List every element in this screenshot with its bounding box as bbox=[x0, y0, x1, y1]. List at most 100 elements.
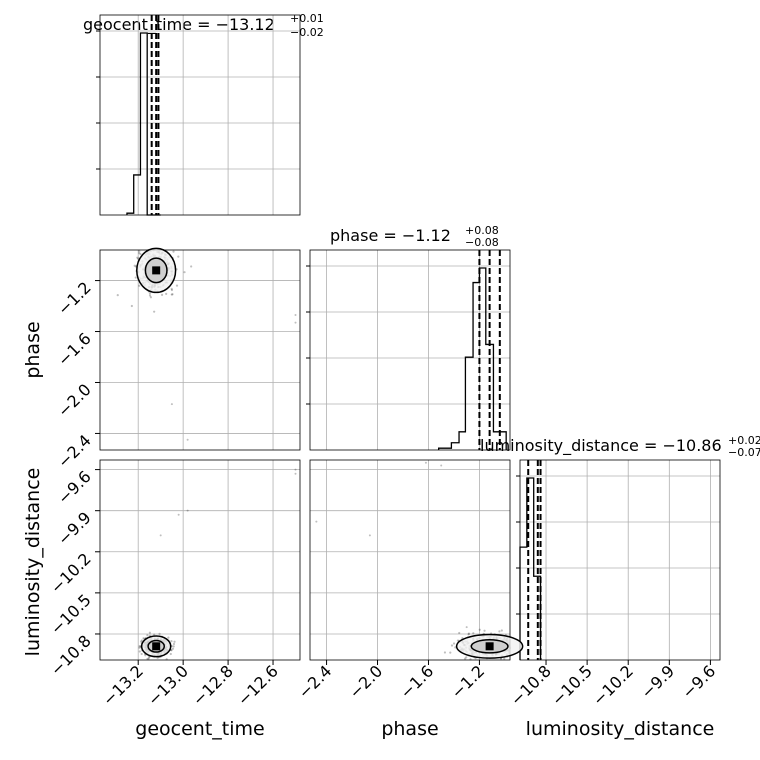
plot-layer: −13.2−13.0−12.8−12.6 −2.4 −2.0 −1.6 −1.2 −10.… bbox=[47, 14, 721, 709]
panel-frame bbox=[99, 459, 301, 661]
sample-point bbox=[170, 403, 173, 406]
sample-point bbox=[294, 313, 297, 316]
sample-point bbox=[142, 637, 145, 640]
sample-point bbox=[130, 304, 133, 308]
ylabel-phase: phase bbox=[22, 321, 44, 378]
density-peak bbox=[485, 642, 494, 651]
tick-label-y-luminosity_distance: −9.9 bbox=[54, 508, 95, 549]
sample-point bbox=[149, 296, 153, 299]
ylabel-luminosity-distance: luminosity_distance bbox=[22, 468, 44, 657]
sample-point bbox=[465, 626, 468, 629]
sample-point bbox=[134, 276, 137, 279]
sample-point bbox=[452, 642, 456, 645]
sample-point bbox=[368, 534, 371, 537]
tick-label-y-phase: −1.6 bbox=[54, 329, 95, 370]
sample-point bbox=[172, 642, 176, 646]
tick-label-x-geocent_time: −12.6 bbox=[234, 661, 282, 709]
xlabel-phase: phase bbox=[381, 718, 438, 740]
sample-point bbox=[186, 438, 189, 441]
tick-label-x-luminosity_distance: −9.6 bbox=[678, 661, 719, 702]
title-luminosity-distance-minus: −0.07 bbox=[728, 446, 760, 459]
sample-point bbox=[170, 640, 173, 643]
title-phase-minus: −0.08 bbox=[465, 236, 499, 249]
tick-label-x-luminosity_distance: −10.8 bbox=[507, 661, 555, 709]
tick-label-y-phase: −2.4 bbox=[54, 431, 95, 472]
sample-point bbox=[503, 657, 506, 660]
sample-point bbox=[148, 294, 152, 297]
panel-frame bbox=[309, 459, 511, 661]
sample-point bbox=[186, 509, 189, 512]
tick-label-y-luminosity_distance: −10.8 bbox=[47, 631, 95, 679]
sample-point bbox=[467, 633, 470, 636]
sample-point bbox=[449, 651, 452, 654]
panel-geocent_time-geocent_time bbox=[96, 14, 301, 216]
title-geocent-time-minus: −0.02 bbox=[290, 26, 324, 39]
sample-point bbox=[170, 293, 173, 296]
title-phase: phase = −1.12 bbox=[330, 226, 451, 245]
sample-point bbox=[172, 250, 175, 253]
sample-point bbox=[140, 652, 143, 656]
sample-point bbox=[148, 292, 152, 295]
sample-point bbox=[139, 253, 142, 256]
sample-point bbox=[443, 651, 447, 654]
title-geocent-time-plus: +0.01 bbox=[290, 12, 324, 25]
sample-point bbox=[139, 640, 143, 643]
sample-point bbox=[170, 287, 173, 290]
tick-label-y-phase: −1.2 bbox=[54, 278, 95, 319]
sample-point bbox=[136, 256, 139, 259]
sample-point bbox=[440, 464, 443, 467]
sample-point bbox=[138, 650, 141, 653]
panel-luminosity_distance-luminosity_distance bbox=[516, 459, 721, 661]
sample-point bbox=[147, 656, 151, 659]
title-geocent-time: geocent_time = −13.12 bbox=[83, 15, 275, 35]
sample-point bbox=[159, 534, 162, 537]
sample-point bbox=[146, 657, 149, 660]
sample-point bbox=[294, 321, 297, 324]
panel-geocent_time-luminosity_distance bbox=[99, 459, 301, 661]
panel-frame bbox=[99, 249, 301, 451]
sample-point bbox=[465, 656, 468, 659]
density-peak bbox=[152, 642, 161, 651]
histogram-luminosity_distance bbox=[519, 477, 542, 660]
sample-point bbox=[190, 265, 193, 268]
sample-point bbox=[171, 647, 175, 650]
sample-point bbox=[144, 654, 147, 657]
sample-point bbox=[170, 288, 174, 292]
sample-point bbox=[456, 639, 460, 642]
sample-point bbox=[450, 644, 454, 647]
sample-point bbox=[138, 284, 141, 287]
sample-point bbox=[138, 251, 141, 255]
sample-point bbox=[167, 636, 170, 639]
title-phase-plus: +0.08 bbox=[465, 224, 499, 237]
panel-geocent_time-phase bbox=[99, 249, 301, 451]
sample-point bbox=[175, 284, 179, 287]
tick-label-x-luminosity_distance: −9.9 bbox=[637, 661, 678, 702]
tick-label-x-geocent_time: −13.2 bbox=[99, 661, 147, 709]
sample-point bbox=[177, 513, 180, 516]
sample-point bbox=[173, 640, 176, 643]
histogram-phase bbox=[438, 267, 507, 450]
sample-point bbox=[116, 294, 119, 297]
sample-point bbox=[170, 649, 173, 652]
sample-point bbox=[177, 255, 180, 258]
sample-point bbox=[165, 292, 168, 295]
sample-point bbox=[140, 639, 144, 642]
panel-phase-luminosity_distance bbox=[309, 459, 511, 661]
sample-point bbox=[458, 631, 461, 635]
tick-label-x-geocent_time: −12.8 bbox=[189, 661, 237, 709]
sample-point bbox=[454, 646, 457, 649]
sample-point bbox=[153, 310, 156, 313]
sample-point bbox=[478, 628, 481, 631]
tick-label-x-phase: −1.2 bbox=[447, 661, 488, 702]
sample-point bbox=[294, 472, 297, 475]
panel-frame bbox=[99, 14, 301, 216]
sample-point bbox=[138, 249, 141, 253]
sample-point bbox=[165, 658, 168, 661]
sample-point bbox=[147, 657, 150, 660]
sample-point bbox=[463, 657, 467, 660]
title-luminosity-distance-plus: +0.02 bbox=[728, 434, 760, 447]
title-luminosity-distance: luminosity_distance = −10.86 bbox=[480, 436, 722, 456]
tick-label-x-phase: −2.4 bbox=[294, 661, 335, 702]
xlabel-geocent-time: geocent_time bbox=[135, 718, 264, 740]
